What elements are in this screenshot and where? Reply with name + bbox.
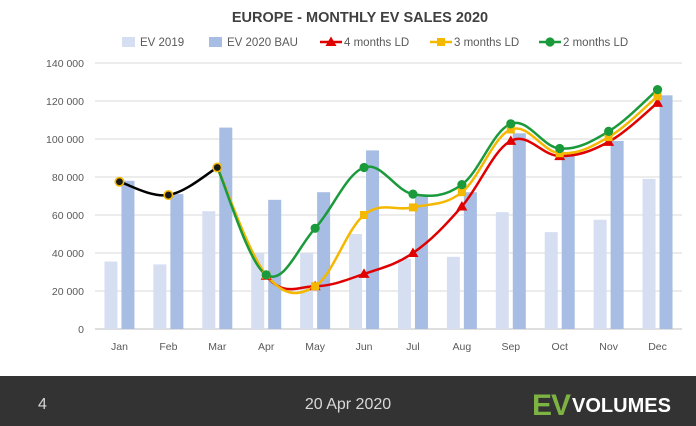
marker-triangle: [358, 268, 370, 278]
marker-square: [311, 282, 320, 291]
legend-label: 2 months LD: [563, 37, 628, 49]
bar-ev2019: [495, 212, 509, 329]
bar-ev2020-bau: [268, 199, 282, 329]
marker-circle: [604, 126, 614, 136]
x-tick-label: Nov: [599, 341, 618, 353]
marker-common: [116, 178, 123, 186]
ev-volumes-logo: EV VOLUMES: [532, 389, 671, 422]
legend-swatch: [122, 37, 135, 47]
bar-ev2019: [642, 178, 656, 329]
legend-label: 3 months LD: [454, 37, 519, 49]
legend-marker: [545, 37, 555, 47]
x-tick-label: May: [305, 341, 326, 353]
marker-triangle: [652, 97, 664, 107]
legend-marker: [325, 36, 337, 46]
legend-label: EV 2019: [140, 37, 184, 49]
marker-triangle: [456, 200, 468, 211]
legend-label: 4 months LD: [344, 37, 409, 49]
bar-ev2020-bau: [561, 156, 575, 329]
marker-circle: [261, 270, 271, 280]
bar-ev2019: [104, 261, 118, 329]
x-tick-label: Dec: [648, 341, 667, 353]
y-tick-label: 120 000: [46, 96, 84, 108]
chart-bars: [104, 95, 673, 329]
chart-title: EUROPE - MONTHLY EV SALES 2020: [232, 10, 488, 26]
footer-date: 20 Apr 2020: [304, 396, 392, 413]
line-circle-series: [216, 88, 659, 278]
bar-ev2020-bau: [610, 140, 624, 329]
marker-circle: [555, 143, 565, 154]
y-tick-label: 140 000: [46, 58, 84, 70]
marker-triangle: [505, 135, 517, 145]
chart-legend: EV 2019 EV 2020 BAU 4 months LD 3 months LD…: [122, 36, 628, 49]
bar-ev2019: [202, 211, 216, 329]
bar-ev2020-bau: [366, 150, 380, 329]
bar-ev2020-bau: [170, 194, 184, 329]
marker-square: [360, 211, 369, 219]
bar-ev2020-bau: [219, 127, 233, 329]
bar-ev2020-bau: [121, 180, 135, 329]
y-tick-label: 20 000: [52, 286, 84, 298]
y-tick-label: 100 000: [46, 134, 84, 146]
line-square-series: [216, 95, 659, 295]
bar-ev2020-bau: [659, 95, 673, 329]
y-tick-label: 0: [78, 324, 84, 336]
marker-square: [653, 92, 662, 101]
marker-circle: [506, 119, 516, 129]
bar-ev2019: [397, 258, 411, 329]
x-tick-label: Oct: [552, 341, 568, 353]
marker-circle: [457, 180, 467, 190]
ev-sales-chart: EUROPE - MONTHLY EV SALES 2020 EV 2019 EV…: [46, 10, 682, 353]
page-number: 4: [38, 396, 47, 413]
marker-common: [213, 164, 221, 171]
x-tick-label: Jan: [111, 341, 128, 353]
marker-square: [506, 125, 515, 134]
y-tick-label: 60 000: [52, 210, 84, 222]
y-tick-label: 80 000: [52, 172, 84, 184]
legend-label: EV 2020 BAU: [227, 37, 298, 49]
chart-area: EUROPE - MONTHLY EV SALES 2020 EV 2019 EV…: [46, 10, 682, 353]
marker-square: [604, 133, 613, 142]
bar-ev2019: [544, 232, 558, 329]
x-tick-label: Aug: [453, 341, 472, 353]
bar-ev2020-bau: [463, 192, 477, 329]
slide-footer: [0, 376, 696, 426]
marker-circle: [359, 162, 369, 173]
y-tick-label: 40 000: [52, 248, 84, 260]
bar-ev2019: [153, 264, 167, 329]
x-tick-label: Jun: [356, 341, 373, 353]
brand-volumes-text: VOLUMES: [572, 394, 671, 417]
bar-ev2019: [251, 253, 265, 329]
marker-common: [164, 191, 172, 199]
bar-ev2020-bau: [317, 192, 331, 329]
bar-ev2020-bau: [414, 196, 428, 329]
x-tick-label: Feb: [159, 341, 177, 353]
bar-ev2019: [446, 256, 460, 329]
bar-ev2019: [349, 234, 363, 329]
marker-circle: [408, 189, 418, 199]
legend-swatch: [209, 37, 222, 47]
x-tick-label: Apr: [258, 341, 275, 353]
legend-marker: [437, 38, 445, 46]
chart-lines: [114, 85, 664, 295]
marker-triangle: [407, 247, 419, 257]
x-tick-label: Sep: [501, 341, 520, 353]
brand-ev-text: EV: [532, 389, 571, 422]
x-tick-label: Jul: [406, 341, 419, 353]
x-tick-label: Mar: [208, 341, 227, 353]
marker-square: [457, 188, 466, 197]
bar-ev2020-bau: [512, 133, 526, 329]
marker-circle: [652, 85, 663, 95]
marker-square: [555, 149, 564, 158]
marker-square: [408, 203, 417, 212]
bar-ev2019: [593, 219, 607, 329]
marker-circle: [310, 223, 320, 233]
x-axis-labels: Jan Feb Mar Apr May Jun Jul Aug Sep Oct Nov Dec: [111, 341, 667, 353]
y-axis-labels: 0 20 000 40 000 60 000 80 000 100 000 120 000 1…: [46, 58, 84, 336]
